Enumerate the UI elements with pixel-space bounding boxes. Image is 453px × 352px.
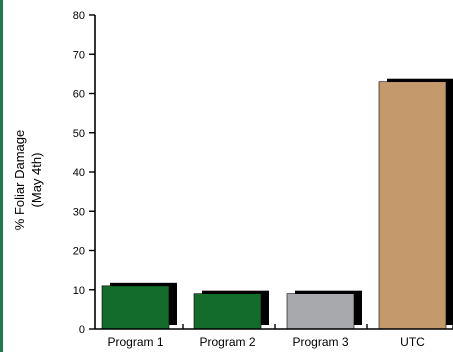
- x-ticks-group: Program 1 Program 2 Program 3 UTC: [107, 324, 453, 349]
- y-tick-label-30: 30: [73, 206, 85, 218]
- left-edge-line: [0, 0, 3, 352]
- y-axis-title-line2: (May 4th): [29, 153, 44, 208]
- bar-program-3: [286, 293, 355, 330]
- bar-program-2: [193, 293, 262, 330]
- x-category-label-program-2: Program 2: [199, 335, 255, 349]
- y-tick-label-60: 60: [73, 89, 85, 101]
- y-tick-label-80: 80: [73, 10, 85, 22]
- y-tick-label-50: 50: [73, 128, 85, 140]
- bar-utc: [378, 81, 447, 330]
- y-axis-title: % Foliar Damage (May 4th): [12, 130, 44, 230]
- y-tick-label-20: 20: [73, 246, 85, 258]
- y-tick-label-10: 10: [73, 285, 85, 297]
- bars-group: [101, 78, 453, 330]
- y-tick-label-70: 70: [73, 49, 85, 61]
- y-axis-title-line1: % Foliar Damage: [12, 130, 27, 230]
- y-tick-label-0: 0: [79, 324, 85, 336]
- y-tick-label-40: 40: [73, 167, 85, 179]
- x-category-label-program-1: Program 1: [107, 335, 163, 349]
- y-ticks-group: 0 10 20 30 40 50 60 70 80: [73, 10, 95, 336]
- bar-program-1: [101, 285, 170, 330]
- x-category-label-utc: UTC: [400, 335, 425, 349]
- x-category-label-program-3: Program 3: [292, 335, 348, 349]
